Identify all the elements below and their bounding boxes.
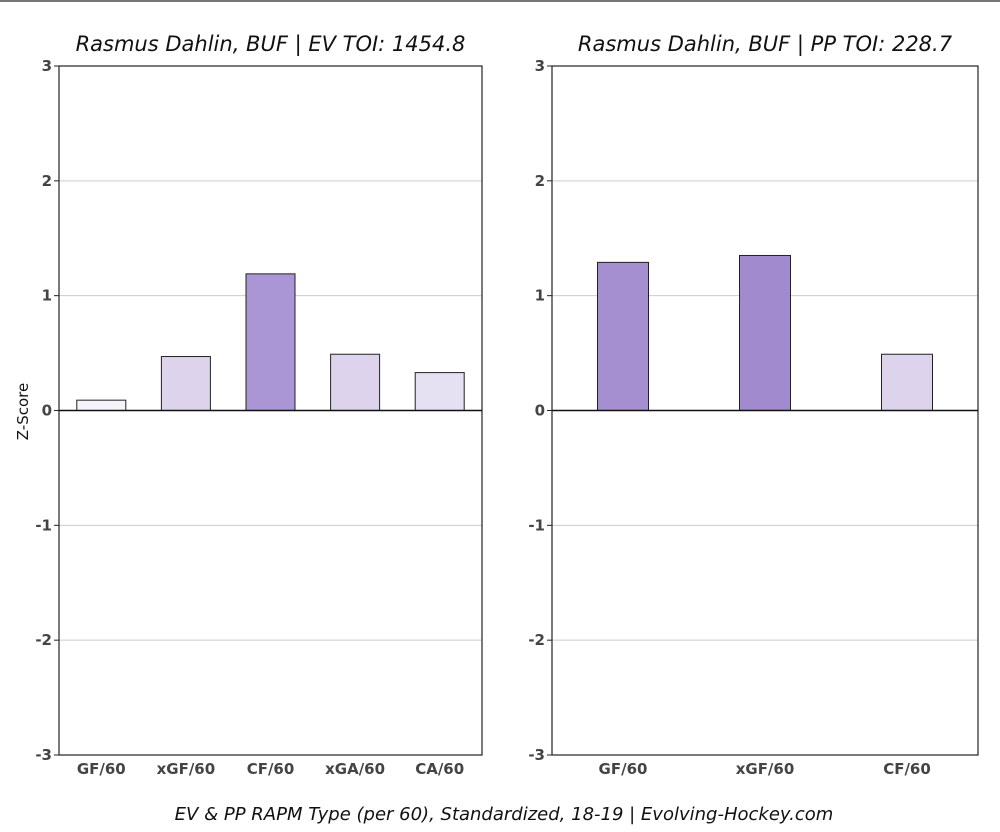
y-tick-label: -3 [528, 746, 545, 764]
y-tick-label: -3 [35, 746, 52, 764]
y-tick-label: 1 [42, 287, 52, 305]
bar-cf-60 [245, 273, 296, 411]
y-tick-label: 3 [42, 57, 52, 75]
bar-xgf-60 [160, 356, 211, 411]
y-tick-label: -1 [35, 516, 52, 534]
panels: -3 -2 -1 0 1 2 3 GF/60 xGF/60 CF/60 xGA/60 CA/60 Ras… [14, 32, 979, 778]
y-tick-label: 3 [535, 57, 545, 75]
x-tick-label: xGF/60 [736, 760, 795, 778]
y-tick-label: 2 [535, 172, 545, 190]
chart-panel-2: -3 -2 -1 0 1 2 3 GF/60 xGF/60 CF/60 Rasmus Dahlin,… [528, 32, 979, 778]
x-tick-label: CF/60 [883, 760, 931, 778]
top-edge-line [0, 0, 1000, 2]
chart-title: Rasmus Dahlin, BUF | PP TOI: 228.7 [578, 32, 953, 57]
plot-frame [551, 65, 979, 756]
x-tick-label: xGF/60 [157, 760, 216, 778]
bar-xgf-60 [739, 254, 791, 411]
y-tick-label: -2 [35, 631, 52, 649]
x-tick-label: CA/60 [415, 760, 464, 778]
y-tick-label: -2 [528, 631, 545, 649]
plot-frame [58, 65, 483, 756]
y-tick-label: 1 [535, 287, 545, 305]
y-tick-label: -1 [528, 516, 545, 534]
bar-gf-60 [76, 399, 127, 412]
chart-title: Rasmus Dahlin, BUF | EV TOI: 1454.8 [76, 32, 466, 57]
y-axis-label: Z-Score [14, 383, 32, 440]
bar-cf-60 [881, 353, 933, 411]
chart-panel-1: -3 -2 -1 0 1 2 3 GF/60 xGF/60 CF/60 xGA/60 CA/60 Ras… [14, 32, 483, 778]
bar-ca-60 [414, 372, 465, 412]
bar-gf-60 [597, 261, 649, 411]
chart-footer: EV & PP RAPM Type (per 60), Standardized… [175, 804, 834, 825]
bar-xga-60 [330, 353, 381, 411]
x-tick-label: GF/60 [599, 760, 648, 778]
x-tick-label: GF/60 [77, 760, 126, 778]
y-tick-label: 0 [535, 402, 545, 420]
y-tick-label: 2 [42, 172, 52, 190]
x-tick-label: CF/60 [247, 760, 295, 778]
y-tick-label: 0 [42, 402, 52, 420]
x-tick-label: xGA/60 [325, 760, 385, 778]
